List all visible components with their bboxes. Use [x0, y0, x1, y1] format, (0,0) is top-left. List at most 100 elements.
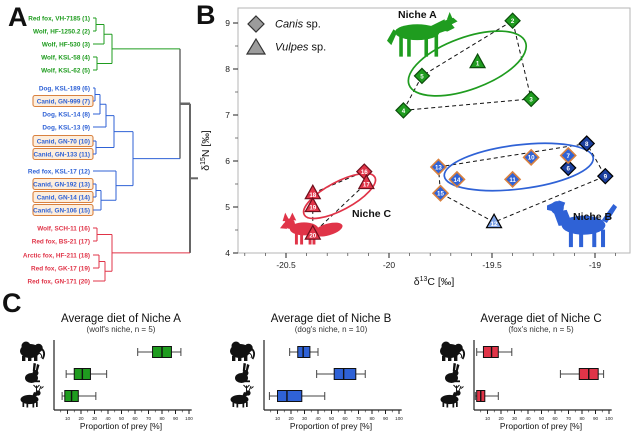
dendrogram-leaf-label: Canid, GN-192 (13): [33, 181, 90, 188]
box-chart-subtitle: (fox's niche, n = 5): [508, 325, 574, 334]
scatter-point-number: 20: [309, 232, 316, 239]
scatter-point: [413, 67, 431, 85]
x-tick-label: 80: [159, 416, 165, 421]
x-tick-label: 40: [525, 416, 531, 421]
niche-ellipse: [302, 172, 377, 220]
scatter-point-number: 18: [309, 192, 316, 199]
hare-ear: [452, 363, 456, 371]
x-tick-label: 20: [78, 416, 84, 421]
x-tick-label: 50: [539, 416, 545, 421]
hare-icon: [235, 363, 250, 383]
mammoth-icon: [20, 341, 46, 361]
x-tick-label: 20: [288, 416, 294, 421]
box-chart-subtitle: (dog's niche, n = 10): [295, 325, 368, 334]
x-tick-label: 80: [579, 416, 585, 421]
x-tick-label: 40: [315, 416, 321, 421]
mammoth-icon: [440, 341, 466, 361]
dendrogram-leaf-label: Wolf, KSL-62 (5): [41, 67, 90, 74]
niche-label: Niche C: [352, 208, 392, 220]
hare-ear: [32, 363, 36, 371]
boxplot-niche-a: Average diet of Niche A(wolf's niche, n …: [20, 313, 193, 431]
hare-ear: [455, 364, 460, 372]
x-tick-label: 80: [369, 416, 375, 421]
niche-hull: [402, 19, 532, 111]
scatter-point: [578, 135, 596, 152]
dendrogram-leaf-label: Wolf, HF-530 (3): [42, 41, 90, 48]
boxplot-niche-b: Average diet of Niche B(dog's niche, n =…: [230, 313, 403, 431]
scatter-point-number: 15: [437, 191, 444, 198]
isotope-scatter-panel: -20.5 -20 -19.5 -19 9 8 7 6 5 4 δ13C [‰] δ15N [‰] Ca…: [200, 7, 631, 288]
dendrogram-panel: Red fox, VH-7185 (1) Wolf, HF-1250.2 (2) W…: [23, 15, 198, 285]
niche-ellipse: [443, 142, 595, 192]
x-tick-label: 90: [593, 416, 599, 421]
x-axis-label: Proportion of prey [%]: [80, 421, 162, 431]
hare-icon: [445, 363, 460, 383]
x-tick-label: -19.5: [482, 260, 502, 270]
reindeer-icon: [230, 384, 254, 408]
legend-label: Canis sp.: [275, 19, 321, 31]
scatter-point-number: 3: [529, 96, 533, 103]
x-tick-label: 70: [356, 416, 362, 421]
x-tick-label: 60: [342, 416, 348, 421]
dog-silhouette: [547, 200, 618, 248]
x-tick-label: 30: [512, 416, 518, 421]
box-chart-title: Average diet of Niche B: [271, 313, 392, 325]
y-tick-label: 9: [225, 18, 230, 28]
x-tick-label: 70: [566, 416, 572, 421]
y-axis-label: δ15N [‰]: [200, 130, 212, 171]
x-tick-label: 70: [146, 416, 152, 421]
mammoth-tusk: [248, 352, 253, 359]
x-tick-label: 100: [605, 416, 613, 421]
x-axis-label: Proportion of prey [%]: [500, 421, 582, 431]
x-tick-label: 100: [185, 416, 193, 421]
hare-ear: [245, 364, 250, 372]
scatter-point-number: 17: [363, 182, 370, 189]
dendrogram-leaf-label: Dog, KSL-13 (9): [42, 124, 90, 131]
scatter-point: [448, 170, 466, 189]
scatter-point-number: 11: [509, 177, 516, 184]
hare-ear: [35, 364, 40, 372]
x-tick-label: -20.5: [276, 260, 296, 270]
scatter-point-number: 7: [566, 153, 570, 160]
dendrogram-leaf-label: Canid, GN-14 (14): [37, 194, 90, 201]
x-tick-label: 30: [302, 416, 308, 421]
x-tick-label: 90: [173, 416, 179, 421]
y-tick-label: 4: [225, 248, 230, 258]
scatter-point: [504, 12, 521, 30]
niche-label: Niche A: [398, 9, 437, 21]
dog-ear: [556, 200, 566, 213]
dendrogram-leaf-label: Wolf, KSL-58 (4): [41, 54, 90, 61]
scatter-point-number: 19: [309, 205, 316, 212]
x-tick-label: 50: [119, 416, 125, 421]
scatter-point: [395, 102, 412, 119]
x-tick-label: -19: [589, 260, 602, 270]
dendrogram-leaf-label: Red fox, GN-171 (20): [27, 278, 90, 285]
legend-label: Vulpes sp.: [275, 42, 326, 54]
x-tick-label: 30: [92, 416, 98, 421]
dendrogram-leaf-label: Canid, GN-133 (11): [34, 151, 90, 158]
x-tick-label: 50: [329, 416, 335, 421]
reindeer-icon: [440, 384, 464, 408]
scatter-point-number: 1: [476, 61, 480, 68]
y-tick-label: 7: [225, 110, 230, 120]
x-tick-label: -20: [383, 260, 396, 270]
reindeer-antlers: [33, 384, 44, 392]
scatter-point: [304, 224, 322, 240]
wolf-silhouette: [387, 12, 458, 57]
reindeer-antlers: [453, 384, 464, 392]
scatter-point-number: 16: [361, 169, 368, 176]
scatter-point-number: 9: [604, 174, 608, 181]
scatter-point: [469, 52, 487, 69]
dendrogram-leaf-label: Red fox, KSL-17 (12): [28, 168, 90, 175]
scatter-point: [559, 159, 577, 177]
dendrogram-leaf-label: Red fox, VH-7185 (1): [28, 15, 90, 22]
box-chart-title: Average diet of Niche C: [480, 313, 601, 325]
scatter-point: [522, 148, 540, 166]
scatter-point: [559, 146, 577, 165]
dendrogram-leaf-label: Canid, GN-999 (7): [37, 98, 90, 105]
scatter-point: [485, 212, 503, 229]
scatter-point: [503, 170, 522, 189]
scatter-point-number: 12: [491, 221, 498, 228]
mammoth-trunk: [41, 348, 46, 360]
